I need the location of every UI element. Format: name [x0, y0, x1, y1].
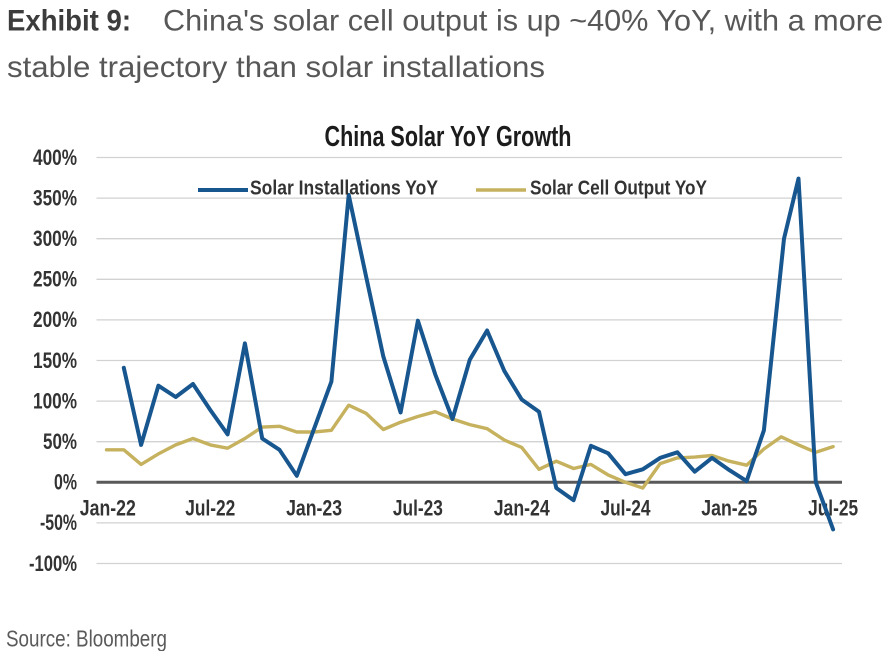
svg-text:-100%: -100% [29, 551, 77, 576]
svg-text:-50%: -50% [40, 510, 77, 535]
svg-text:Solar Cell Output YoY: Solar Cell Output YoY [530, 178, 708, 200]
svg-text:Jul-25: Jul-25 [808, 496, 858, 521]
svg-text:Solar Installations YoY: Solar Installations YoY [250, 178, 439, 200]
svg-text:100%: 100% [33, 388, 77, 413]
svg-text:Jul-23: Jul-23 [393, 496, 443, 521]
svg-text:300%: 300% [33, 226, 77, 251]
svg-text:Source: Bloomberg: Source: Bloomberg [6, 626, 167, 651]
svg-text:350%: 350% [33, 185, 77, 210]
svg-text:Jan-22: Jan-22 [80, 496, 136, 521]
svg-text:China's solar cell output is u: China's solar cell output is up ~40% YoY… [163, 5, 883, 38]
svg-text:Exhibit 9:: Exhibit 9: [7, 5, 131, 38]
svg-text:50%: 50% [43, 429, 77, 454]
svg-text:0%: 0% [54, 470, 77, 495]
svg-text:Jul-22: Jul-22 [185, 496, 235, 521]
svg-text:Jan-25: Jan-25 [701, 496, 757, 521]
svg-text:China Solar YoY Growth: China Solar YoY Growth [325, 121, 572, 153]
svg-text:Jan-24: Jan-24 [494, 496, 551, 521]
svg-text:400%: 400% [33, 145, 77, 170]
svg-text:200%: 200% [33, 307, 77, 332]
svg-text:Jul-24: Jul-24 [601, 496, 652, 521]
svg-text:stable trajectory than solar i: stable trajectory than solar installatio… [7, 51, 545, 84]
svg-text:150%: 150% [33, 348, 77, 373]
svg-text:250%: 250% [33, 267, 77, 292]
svg-text:Jan-23: Jan-23 [286, 496, 342, 521]
